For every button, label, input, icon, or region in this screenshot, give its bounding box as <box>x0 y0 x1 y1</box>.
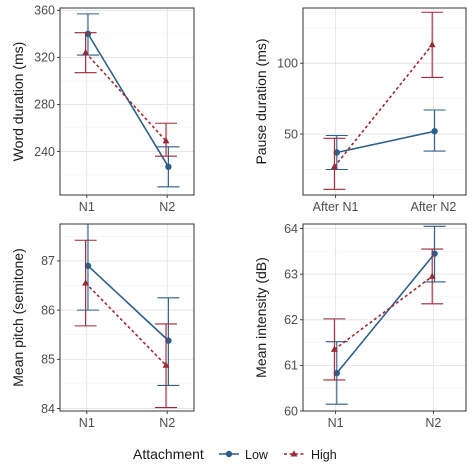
y-tick-label: 240 <box>34 145 55 159</box>
legend-label-high: High <box>311 448 337 462</box>
panel-2: 50 100 After N1 After N2 Pause duration (ms) <box>253 7 467 214</box>
panel-3-background <box>60 224 194 411</box>
panel-3-border <box>59 223 195 412</box>
data-point-low <box>333 149 340 156</box>
data-point-high <box>330 162 338 170</box>
y-tick-label: 64 <box>284 222 298 236</box>
data-point-low <box>431 128 438 135</box>
legend-key-high <box>284 450 304 457</box>
panel-2-border <box>302 7 467 196</box>
data-point-high <box>428 272 436 279</box>
y-axis-title: Word duration (ms) <box>10 42 26 162</box>
panel-3: 84 85 86 87 N1 N2 Mean pitch (semitone) <box>10 223 195 430</box>
series-line-high <box>333 44 433 168</box>
panel-4-border <box>302 223 467 412</box>
legend-title: Attachment <box>133 446 204 462</box>
y-tick-label: 85 <box>41 353 55 367</box>
y-tick-label: 360 <box>34 4 55 18</box>
legend-low-marker <box>225 450 233 458</box>
panel-4: 60 61 62 63 64 N1 N2 Mean intensity (dB) <box>253 222 467 430</box>
series-high <box>323 248 444 381</box>
data-point-low <box>84 262 92 270</box>
series-high <box>74 32 177 157</box>
y-tick-label: 100 <box>277 57 298 71</box>
panel-2-background <box>303 8 466 195</box>
series-line-low <box>336 253 436 374</box>
legend: Attachment Low High <box>133 446 337 462</box>
data-point-high <box>82 279 90 286</box>
legend-high-marker <box>290 450 298 457</box>
y-tick-label: 63 <box>284 267 298 281</box>
series-line-high <box>333 275 433 351</box>
panels: 240 280 320 360 N1 N2 Word duration (ms) 50 100 A… <box>10 4 467 430</box>
series-low <box>325 225 446 405</box>
panel-1-border <box>59 7 195 196</box>
y-tick-label: 84 <box>41 402 55 416</box>
y-axis-title: Mean pitch (semitone) <box>10 248 26 387</box>
data-point-low <box>431 250 438 257</box>
series-high <box>323 11 444 190</box>
y-tick-label: 60 <box>284 404 298 418</box>
series-low <box>325 109 446 171</box>
data-point-high <box>330 345 338 352</box>
series-line-low <box>336 130 435 154</box>
data-point-low <box>333 369 340 377</box>
y-tick-label: 62 <box>284 313 298 327</box>
data-point-low <box>165 337 172 344</box>
panel-1: 240 280 320 360 N1 N2 Word duration (ms) <box>10 4 195 214</box>
series-line-high <box>85 282 167 366</box>
data-point-low <box>165 163 172 170</box>
x-tick-label: N2 <box>425 416 441 430</box>
series-line-low <box>87 33 170 168</box>
x-tick-label: N1 <box>328 416 344 430</box>
x-tick-label: N1 <box>79 416 95 430</box>
legend-label-low: Low <box>245 448 269 462</box>
y-tick-label: 280 <box>34 98 55 112</box>
panel-4-background <box>303 224 466 411</box>
y-axis-title: Mean intensity (dB) <box>253 257 269 378</box>
panel-1-background <box>60 8 194 195</box>
data-point-high <box>428 41 436 48</box>
data-point-high <box>162 137 170 144</box>
series-line-low <box>87 265 169 342</box>
y-axis-title: Pause duration (ms) <box>253 38 269 164</box>
y-tick-label: 86 <box>41 303 55 317</box>
x-tick-label: N2 <box>159 416 175 430</box>
series-line-high <box>85 52 167 142</box>
y-tick-label: 50 <box>284 127 298 141</box>
data-point-high <box>162 361 170 368</box>
y-tick-label: 320 <box>34 51 55 65</box>
x-tick-label: After N1 <box>313 200 359 214</box>
legend-key-low <box>219 450 239 458</box>
x-tick-label: After N2 <box>410 200 456 214</box>
series-high <box>74 239 177 409</box>
series-low <box>77 13 180 188</box>
y-tick-label: 87 <box>41 254 55 268</box>
x-tick-label: N1 <box>79 200 95 214</box>
data-point-high <box>82 48 90 56</box>
x-tick-label: N2 <box>159 200 175 214</box>
y-tick-label: 61 <box>284 359 298 373</box>
